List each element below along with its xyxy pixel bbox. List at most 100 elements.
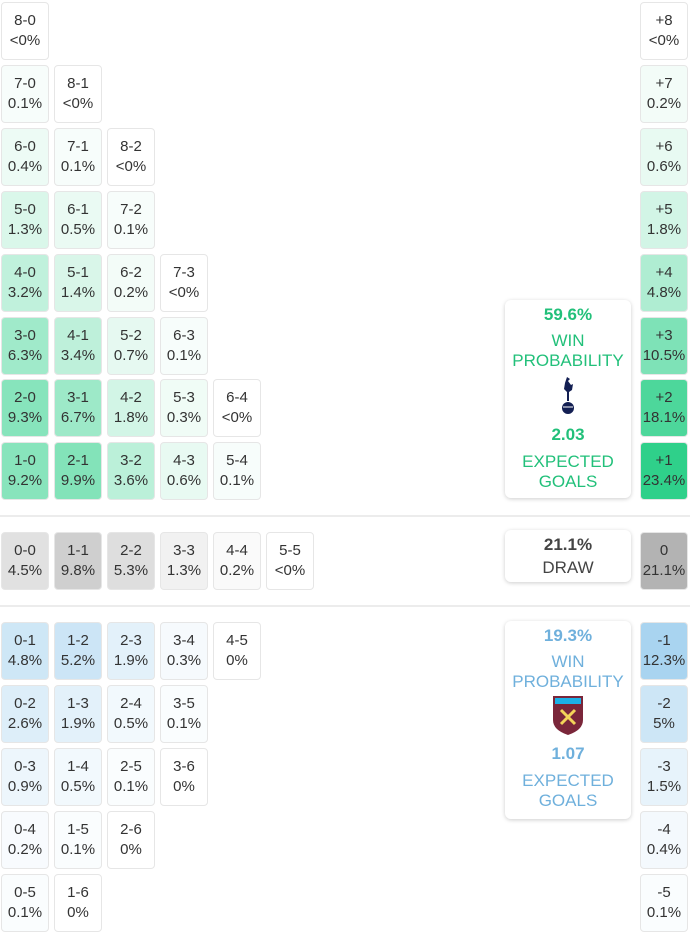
scoreline-cell[interactable]: 5-4 0.1% [213, 442, 261, 501]
score-label: -4 [657, 820, 671, 838]
scoreline-cell[interactable]: 3-0 6.3% [1, 316, 49, 375]
home-win-pct: 59.6% [543, 305, 593, 324]
scoreline-cell[interactable]: 1-6 0% [54, 873, 102, 932]
probability-label: 0.1% [7, 94, 43, 112]
probability-label: 0.6% [646, 157, 682, 175]
scoreline-cell[interactable]: 6-4 <0% [213, 379, 261, 438]
score-label: 4-0 [14, 263, 36, 281]
scoreline-cell[interactable]: 8-1 <0% [54, 64, 102, 123]
score-label: 2-1 [67, 452, 89, 470]
scoreline-cell[interactable]: 5-3 0.3% [160, 379, 208, 438]
margin-cell[interactable]: +7 0.2% [640, 64, 688, 123]
score-label: 0-1 [14, 632, 36, 649]
margin-cell[interactable]: -4 0.4% [640, 810, 688, 869]
scoreline-cell[interactable]: 0-4 0.2% [1, 810, 49, 869]
score-label: 2-4 [120, 694, 142, 712]
scoreline-cell[interactable]: 4-2 1.8% [107, 379, 155, 438]
scoreline-cell[interactable]: 0-0 4.5% [1, 532, 49, 590]
margin-cell[interactable]: +6 0.6% [640, 127, 688, 186]
scoreline-cell[interactable]: 8-2 <0% [107, 127, 155, 186]
scoreline-cell[interactable]: 0-1 4.8% [1, 622, 49, 680]
margin-cell[interactable]: 0 21.1% [640, 532, 688, 590]
margin-cell[interactable]: -1 12.3% [640, 622, 688, 680]
win-label: WIN [551, 652, 585, 671]
scoreline-cell[interactable]: 4-0 3.2% [1, 253, 49, 312]
score-label: 3-0 [14, 326, 36, 344]
score-label: 5-4 [226, 452, 248, 470]
scoreline-cell[interactable]: 3-4 0.3% [160, 622, 208, 680]
score-label: 1-1 [67, 542, 89, 559]
win-label: PROBABILITY [512, 672, 624, 691]
scoreline-cell[interactable]: 0-2 2.6% [1, 684, 49, 743]
score-label: -2 [657, 694, 671, 712]
scoreline-cell[interactable]: 3-2 3.6% [107, 442, 155, 501]
xg-label: EXPECTED [522, 771, 614, 790]
probability-label: 0.2% [113, 283, 149, 301]
scoreline-cell[interactable]: 7-3 <0% [160, 253, 208, 312]
scoreline-cell[interactable]: 3-6 0% [160, 747, 208, 806]
margin-cell[interactable]: -5 0.1% [640, 873, 688, 932]
margin-cell[interactable]: +4 4.8% [640, 253, 688, 312]
scoreline-cell[interactable]: 1-4 0.5% [54, 747, 102, 806]
scoreline-cell[interactable]: 7-1 0.1% [54, 127, 102, 186]
scoreline-cell[interactable]: 4-5 0% [213, 622, 261, 680]
scoreline-cell[interactable]: 2-3 1.9% [107, 622, 155, 680]
scoreline-cell[interactable]: 5-1 1.4% [54, 253, 102, 312]
score-label: +1 [655, 452, 673, 470]
score-label: +6 [655, 137, 673, 155]
margin-cell[interactable]: +8 <0% [640, 2, 688, 60]
probability-label: 0.5% [113, 714, 149, 732]
scoreline-cell[interactable]: 2-0 9.3% [1, 379, 49, 438]
margin-cell[interactable]: -2 5% [640, 684, 688, 743]
score-label: -5 [657, 883, 671, 901]
scoreline-cell[interactable]: 7-2 0.1% [107, 190, 155, 249]
scoreline-cell[interactable]: 4-4 0.2% [213, 532, 261, 590]
scoreline-cell[interactable]: 1-2 5.2% [54, 622, 102, 680]
scoreline-cell[interactable]: 2-5 0.1% [107, 747, 155, 806]
scoreline-cell[interactable]: 3-1 6.7% [54, 379, 102, 438]
draw-summary-card: 21.1% DRAW [505, 530, 631, 582]
score-label: +7 [655, 74, 673, 92]
score-label: 7-1 [67, 137, 89, 155]
score-label: 6-4 [226, 389, 248, 407]
scoreline-cell[interactable]: 1-3 1.9% [54, 684, 102, 743]
margin-cell[interactable]: +2 18.1% [640, 379, 688, 438]
scoreline-cell[interactable]: 1-1 9.8% [54, 532, 102, 590]
probability-label: 0.1% [7, 903, 43, 921]
margin-cell[interactable]: +3 10.5% [640, 316, 688, 375]
probability-label: 1.3% [7, 220, 43, 238]
margin-cell[interactable]: -3 1.5% [640, 747, 688, 806]
scoreline-cell[interactable]: 5-2 0.7% [107, 316, 155, 375]
scoreline-cell[interactable]: 3-3 1.3% [160, 532, 208, 590]
scoreline-cell[interactable]: 2-4 0.5% [107, 684, 155, 743]
scoreline-cell[interactable]: 8-0 <0% [1, 2, 49, 60]
away-win-pct: 19.3% [543, 626, 593, 645]
scoreline-cell[interactable]: 6-3 0.1% [160, 316, 208, 375]
scoreline-cell[interactable]: 0-3 0.9% [1, 747, 49, 806]
scoreline-cell[interactable]: 0-5 0.1% [1, 873, 49, 932]
probability-label: 0.5% [60, 777, 96, 795]
scoreline-cell[interactable]: 4-1 3.4% [54, 316, 102, 375]
scoreline-cell[interactable]: 6-2 0.2% [107, 253, 155, 312]
scoreline-cell[interactable]: 6-1 0.5% [54, 190, 102, 249]
scoreline-cell[interactable]: 2-2 5.3% [107, 532, 155, 590]
probability-label: 1.9% [113, 652, 149, 669]
margin-cell[interactable]: +1 23.4% [640, 442, 688, 501]
scoreline-cell[interactable]: 5-0 1.3% [1, 190, 49, 249]
scoreline-cell[interactable]: 4-3 0.6% [160, 442, 208, 501]
probability-label: <0% [115, 157, 147, 175]
probability-label: 2.6% [7, 714, 43, 732]
margin-cell[interactable]: +5 1.8% [640, 190, 688, 249]
scoreline-cell[interactable]: 6-0 0.4% [1, 127, 49, 186]
xg-label: GOALS [538, 472, 598, 491]
scoreline-cell[interactable]: 1-0 9.2% [1, 442, 49, 501]
scoreline-cell[interactable]: 2-6 0% [107, 810, 155, 869]
probability-label: 0.2% [646, 94, 682, 112]
scoreline-cell[interactable]: 2-1 9.9% [54, 442, 102, 501]
scoreline-cell[interactable]: 7-0 0.1% [1, 64, 49, 123]
score-label: 5-3 [173, 389, 195, 407]
scoreline-cell[interactable]: 5-5 <0% [266, 532, 314, 590]
scoreline-cell[interactable]: 1-5 0.1% [54, 810, 102, 869]
score-label: 0 [659, 542, 669, 559]
scoreline-cell[interactable]: 3-5 0.1% [160, 684, 208, 743]
